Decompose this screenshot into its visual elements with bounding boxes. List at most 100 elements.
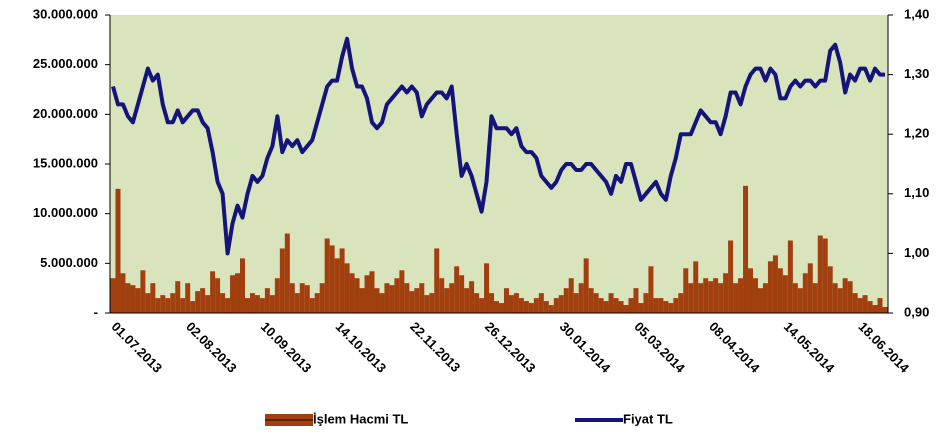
volume-bar bbox=[698, 283, 704, 313]
volume-bar bbox=[538, 293, 544, 313]
volume-bar bbox=[593, 293, 599, 313]
volume-bar bbox=[469, 281, 475, 313]
volume-bar bbox=[832, 283, 838, 313]
volume-bar bbox=[817, 235, 823, 313]
volume-bar bbox=[508, 295, 514, 313]
volume-bar bbox=[633, 288, 639, 313]
x-tick-label: 05.03.2014 bbox=[631, 319, 688, 376]
volume-bar bbox=[135, 288, 141, 313]
x-tick-label: 10.09.2013 bbox=[258, 319, 315, 376]
volume-bar bbox=[195, 291, 201, 313]
volume-bar bbox=[309, 298, 315, 313]
volume-bar bbox=[588, 288, 594, 313]
volume-bar bbox=[718, 283, 724, 313]
volume-bar bbox=[653, 298, 659, 313]
volume-bar bbox=[548, 305, 554, 313]
volume-bar bbox=[259, 298, 265, 313]
x-tick-label: 01.07.2013 bbox=[108, 319, 165, 376]
volume-bar bbox=[623, 305, 629, 313]
volume-bar bbox=[852, 293, 858, 313]
volume-bar bbox=[857, 298, 863, 313]
volume-bar bbox=[498, 303, 504, 313]
volume-bar bbox=[543, 301, 549, 313]
volume-bar bbox=[743, 185, 749, 313]
volume-bar bbox=[663, 301, 669, 313]
volume-bar bbox=[284, 233, 290, 313]
volume-bar bbox=[638, 303, 644, 313]
volume-bar bbox=[847, 281, 853, 313]
volume-bar bbox=[314, 293, 320, 313]
volume-bar bbox=[394, 278, 400, 313]
volume-bar bbox=[244, 298, 250, 313]
volume-bar bbox=[862, 295, 868, 313]
volume-bar bbox=[787, 240, 793, 313]
volume-bar bbox=[608, 293, 614, 313]
volume-bar bbox=[822, 238, 828, 313]
volume-bar bbox=[185, 283, 191, 313]
x-tick-label: 14.05.2014 bbox=[781, 319, 838, 376]
volume-bar bbox=[200, 288, 206, 313]
volume-bar bbox=[568, 278, 574, 313]
volume-bar bbox=[125, 283, 131, 313]
volume-bar bbox=[269, 295, 275, 313]
volume-bar bbox=[140, 270, 146, 313]
volume-bar bbox=[872, 305, 878, 313]
volume-bar bbox=[145, 293, 151, 313]
volume-bar bbox=[528, 303, 534, 313]
volume-bar bbox=[115, 188, 121, 313]
volume-bar bbox=[339, 248, 345, 313]
volume-bar bbox=[359, 288, 365, 313]
volume-bar bbox=[807, 263, 813, 313]
volume-bar bbox=[165, 298, 171, 313]
volume-bar bbox=[389, 285, 395, 313]
volume-bar bbox=[618, 301, 624, 313]
volume-bar bbox=[155, 298, 161, 313]
volume-bar bbox=[643, 293, 649, 313]
volume-bar bbox=[762, 283, 768, 313]
volume-bar bbox=[205, 295, 211, 313]
volume-bar bbox=[210, 271, 216, 313]
volume-bar bbox=[319, 283, 325, 313]
y2-tick-label: 1,00 bbox=[904, 245, 929, 260]
volume-bar bbox=[190, 301, 196, 313]
volume-bar bbox=[578, 283, 584, 313]
volume-bar bbox=[279, 248, 285, 313]
volume-bar bbox=[753, 278, 759, 313]
volume-bar bbox=[882, 307, 888, 313]
volume-bar bbox=[757, 288, 763, 313]
volume-bar bbox=[369, 271, 375, 313]
y2-tick-label: 0,90 bbox=[904, 304, 929, 319]
y-tick-label: 5.000.000 bbox=[40, 255, 98, 270]
volume-bar bbox=[503, 288, 509, 313]
x-tick-label: 08.04.2014 bbox=[706, 319, 763, 376]
volume-bar bbox=[454, 266, 460, 313]
volume-bar bbox=[867, 301, 873, 313]
volume-bar bbox=[792, 283, 798, 313]
volume-bar bbox=[175, 281, 181, 313]
volume-bar bbox=[708, 281, 714, 313]
y-tick-label: - bbox=[94, 304, 98, 319]
volume-bar bbox=[150, 283, 156, 313]
volume-bar bbox=[324, 238, 330, 313]
volume-bar bbox=[449, 283, 455, 313]
y-tick-label: 25.000.000 bbox=[33, 56, 98, 71]
volume-bar bbox=[733, 283, 739, 313]
volume-bar bbox=[429, 293, 435, 313]
y2-tick-label: 1,10 bbox=[904, 185, 929, 200]
volume-bar bbox=[334, 258, 340, 313]
volume-bar bbox=[374, 288, 380, 313]
volume-bar bbox=[180, 298, 186, 313]
volume-bar bbox=[349, 273, 355, 313]
plot-area bbox=[110, 15, 888, 313]
volume-bar bbox=[384, 283, 390, 313]
volume-bar bbox=[299, 283, 305, 313]
volume-bar bbox=[723, 273, 729, 313]
y-tick-label: 10.000.000 bbox=[33, 205, 98, 220]
volume-bar bbox=[130, 285, 136, 313]
volume-bar bbox=[379, 293, 385, 313]
volume-bar bbox=[683, 268, 689, 313]
volume-bar bbox=[668, 303, 674, 313]
legend-label: İşlem Hacmi TL bbox=[313, 411, 408, 426]
volume-bar bbox=[160, 295, 166, 313]
volume-bar bbox=[842, 278, 848, 313]
